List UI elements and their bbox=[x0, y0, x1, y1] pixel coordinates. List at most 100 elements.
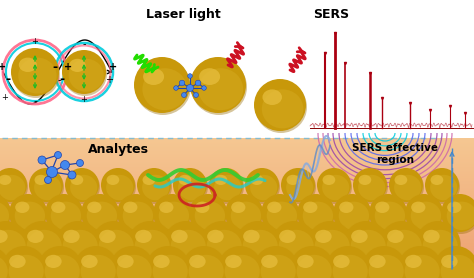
Ellipse shape bbox=[2, 246, 46, 278]
Ellipse shape bbox=[135, 230, 170, 263]
Ellipse shape bbox=[129, 223, 173, 267]
Text: -: - bbox=[5, 73, 10, 86]
Bar bbox=[0, 149, 474, 150]
Ellipse shape bbox=[286, 175, 299, 185]
Ellipse shape bbox=[255, 248, 299, 278]
Ellipse shape bbox=[178, 175, 205, 200]
Ellipse shape bbox=[226, 196, 264, 234]
Bar bbox=[0, 226, 474, 227]
Ellipse shape bbox=[254, 79, 306, 131]
Ellipse shape bbox=[0, 202, 9, 230]
Bar bbox=[0, 177, 474, 178]
Ellipse shape bbox=[153, 255, 188, 278]
Bar bbox=[0, 146, 474, 148]
Bar bbox=[0, 261, 474, 262]
Ellipse shape bbox=[286, 175, 313, 200]
Ellipse shape bbox=[344, 221, 388, 265]
Bar bbox=[0, 164, 474, 165]
Ellipse shape bbox=[327, 248, 371, 278]
Bar bbox=[0, 229, 474, 230]
Ellipse shape bbox=[279, 230, 314, 263]
Bar bbox=[0, 240, 474, 242]
Ellipse shape bbox=[267, 202, 282, 213]
Ellipse shape bbox=[147, 248, 191, 278]
Bar bbox=[0, 197, 474, 198]
Ellipse shape bbox=[69, 59, 86, 72]
Ellipse shape bbox=[38, 246, 82, 278]
Bar bbox=[0, 224, 474, 225]
Ellipse shape bbox=[21, 223, 65, 267]
Bar bbox=[0, 141, 474, 143]
Ellipse shape bbox=[447, 202, 461, 213]
Ellipse shape bbox=[231, 202, 246, 213]
Ellipse shape bbox=[135, 59, 191, 115]
Ellipse shape bbox=[142, 175, 169, 200]
Ellipse shape bbox=[369, 255, 386, 268]
Bar bbox=[0, 185, 474, 187]
Bar bbox=[0, 277, 474, 278]
Ellipse shape bbox=[123, 202, 153, 230]
Ellipse shape bbox=[123, 202, 137, 213]
Ellipse shape bbox=[225, 255, 260, 278]
Ellipse shape bbox=[430, 175, 443, 185]
Ellipse shape bbox=[254, 246, 298, 278]
Text: Analytes: Analytes bbox=[88, 143, 148, 156]
Bar bbox=[0, 248, 474, 249]
Ellipse shape bbox=[297, 194, 335, 232]
Bar bbox=[0, 272, 474, 274]
Bar bbox=[0, 216, 474, 217]
Ellipse shape bbox=[334, 196, 372, 234]
Bar bbox=[0, 143, 474, 145]
Bar bbox=[0, 189, 474, 190]
Bar bbox=[0, 271, 474, 272]
Bar bbox=[0, 190, 474, 192]
Bar bbox=[0, 176, 474, 177]
Ellipse shape bbox=[71, 175, 83, 185]
Bar bbox=[0, 203, 474, 205]
Bar bbox=[0, 0, 474, 138]
Ellipse shape bbox=[309, 223, 353, 267]
Ellipse shape bbox=[351, 230, 368, 243]
Ellipse shape bbox=[35, 175, 47, 185]
Ellipse shape bbox=[118, 196, 156, 234]
Bar bbox=[0, 138, 474, 140]
Text: +: + bbox=[1, 93, 9, 103]
Ellipse shape bbox=[143, 175, 155, 185]
Ellipse shape bbox=[339, 202, 354, 213]
Bar bbox=[0, 212, 474, 214]
Ellipse shape bbox=[281, 168, 315, 202]
Ellipse shape bbox=[263, 90, 282, 105]
Ellipse shape bbox=[267, 202, 297, 230]
Bar bbox=[0, 184, 474, 185]
Ellipse shape bbox=[0, 221, 28, 265]
Ellipse shape bbox=[441, 255, 458, 268]
Ellipse shape bbox=[65, 168, 99, 202]
Ellipse shape bbox=[30, 170, 64, 204]
Ellipse shape bbox=[63, 230, 80, 243]
Ellipse shape bbox=[189, 255, 206, 268]
Bar bbox=[0, 139, 474, 140]
Ellipse shape bbox=[387, 230, 404, 243]
Ellipse shape bbox=[128, 221, 172, 265]
Bar bbox=[0, 231, 474, 232]
Bar bbox=[0, 266, 474, 267]
Text: -: - bbox=[33, 96, 37, 106]
Ellipse shape bbox=[171, 230, 188, 243]
Ellipse shape bbox=[195, 202, 210, 213]
Ellipse shape bbox=[250, 175, 277, 200]
Ellipse shape bbox=[189, 255, 224, 278]
Circle shape bbox=[193, 93, 199, 98]
Ellipse shape bbox=[146, 246, 190, 278]
Ellipse shape bbox=[210, 170, 244, 204]
Ellipse shape bbox=[63, 230, 98, 263]
Circle shape bbox=[38, 156, 46, 164]
Ellipse shape bbox=[81, 255, 98, 268]
Bar bbox=[0, 268, 474, 269]
Ellipse shape bbox=[417, 223, 461, 267]
Ellipse shape bbox=[15, 202, 45, 230]
Ellipse shape bbox=[174, 170, 208, 204]
Bar bbox=[0, 183, 474, 185]
Bar bbox=[0, 269, 474, 270]
Ellipse shape bbox=[34, 175, 61, 200]
Ellipse shape bbox=[101, 168, 135, 202]
